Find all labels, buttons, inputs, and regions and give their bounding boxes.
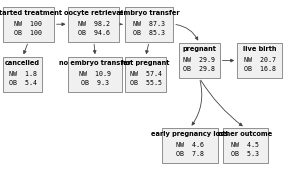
Text: cancelled: cancelled [5, 60, 40, 66]
Text: pregnant: pregnant [182, 46, 216, 52]
FancyBboxPatch shape [237, 43, 282, 78]
FancyBboxPatch shape [68, 57, 122, 92]
Text: early pregnancy loss: early pregnancy loss [151, 131, 228, 137]
Text: NW  87.3
OB  85.3: NW 87.3 OB 85.3 [133, 21, 165, 36]
FancyBboxPatch shape [179, 43, 220, 78]
FancyBboxPatch shape [125, 7, 173, 42]
FancyBboxPatch shape [3, 57, 42, 92]
FancyBboxPatch shape [3, 7, 54, 42]
FancyBboxPatch shape [162, 128, 218, 163]
Text: not pregnant: not pregnant [121, 60, 170, 66]
Text: NW  57.4
OB  55.5: NW 57.4 OB 55.5 [129, 71, 162, 86]
Text: NW  100
OB  100: NW 100 OB 100 [14, 21, 42, 36]
FancyBboxPatch shape [68, 7, 119, 42]
FancyBboxPatch shape [125, 57, 166, 92]
Text: NW  29.9
OB  29.8: NW 29.9 OB 29.8 [183, 57, 215, 72]
Text: NW  20.7
OB  16.8: NW 20.7 OB 16.8 [244, 57, 276, 72]
Text: NW  98.2
OB  94.6: NW 98.2 OB 94.6 [78, 21, 110, 36]
Text: live birth: live birth [243, 46, 276, 52]
Text: oocyte retrieval: oocyte retrieval [64, 10, 123, 16]
Text: NW  1.8
OB  5.4: NW 1.8 OB 5.4 [8, 71, 37, 86]
Text: other outcome: other outcome [218, 131, 272, 137]
Text: NW  4.5
OB  5.3: NW 4.5 OB 5.3 [231, 142, 259, 157]
Text: NW  4.6
OB  7.8: NW 4.6 OB 7.8 [176, 142, 204, 157]
Text: started treatment: started treatment [0, 10, 62, 16]
Text: embryo transfer: embryo transfer [119, 10, 180, 16]
Text: NW  10.9
OB  9.3: NW 10.9 OB 9.3 [79, 71, 111, 86]
FancyBboxPatch shape [223, 128, 268, 163]
Text: no embryo transfer: no embryo transfer [59, 60, 131, 66]
